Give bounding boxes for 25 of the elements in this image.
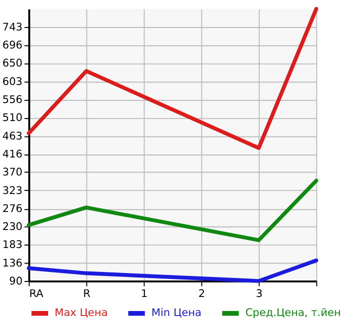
y-tick-label: 510	[2, 112, 23, 124]
y-tick-label: 230	[2, 220, 23, 233]
y-tick-label: 90	[9, 275, 23, 288]
y-tick-label: 556	[2, 94, 23, 106]
y-tick-label: 183	[2, 239, 23, 252]
y-tick-label: 696	[2, 40, 23, 52]
legend-label: Min Цена	[151, 307, 202, 320]
line-series	[26, 178, 318, 242]
legend-label: Сред.Цена, т.йен	[245, 307, 341, 320]
y-tick-label: 650	[2, 58, 23, 70]
x-tick-label: 3	[256, 288, 263, 300]
x-tick-label: RA	[29, 288, 44, 300]
y-tick-label: 323	[2, 184, 23, 197]
y-tick-label: 370	[2, 166, 23, 178]
y-tick-label: 276	[2, 203, 23, 216]
legend-label: Max Цена	[54, 307, 108, 320]
x-tick-label: 1	[140, 288, 148, 300]
y-tick-label: 743	[2, 21, 23, 34]
y-tick-label: 136	[2, 257, 23, 270]
x-tick-label: 2	[198, 288, 206, 300]
y-tick-label: 416	[2, 148, 23, 161]
y-tick-label: 463	[2, 130, 23, 142]
y-tick-label: 603	[2, 76, 23, 88]
x-tick-label: R	[83, 288, 92, 300]
line-series	[26, 6, 318, 150]
